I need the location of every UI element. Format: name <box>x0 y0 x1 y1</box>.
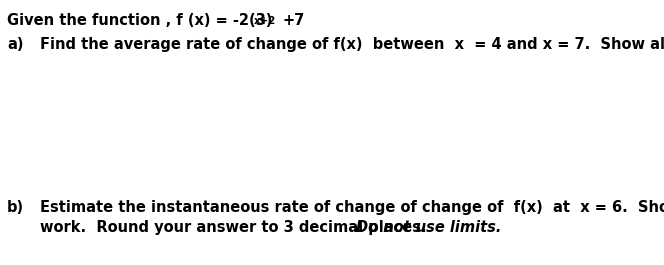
Text: +7: +7 <box>282 13 304 28</box>
Text: b): b) <box>7 200 24 215</box>
Text: Estimate the instantaneous rate of change of change of  f(x)  at  x = 6.  Show a: Estimate the instantaneous rate of chang… <box>40 200 664 215</box>
Text: Given the function , f (x) = -2(3): Given the function , f (x) = -2(3) <box>7 13 272 28</box>
Text: a): a) <box>7 37 23 52</box>
Text: x+2: x+2 <box>254 16 276 26</box>
Text: Do not use limits.: Do not use limits. <box>356 220 501 235</box>
Text: Find the average rate of change of f(x)  between  x  = 4 and x = 7.  Show all of: Find the average rate of change of f(x) … <box>40 37 664 52</box>
Text: work.  Round your answer to 3 decimal places.: work. Round your answer to 3 decimal pla… <box>40 220 437 235</box>
